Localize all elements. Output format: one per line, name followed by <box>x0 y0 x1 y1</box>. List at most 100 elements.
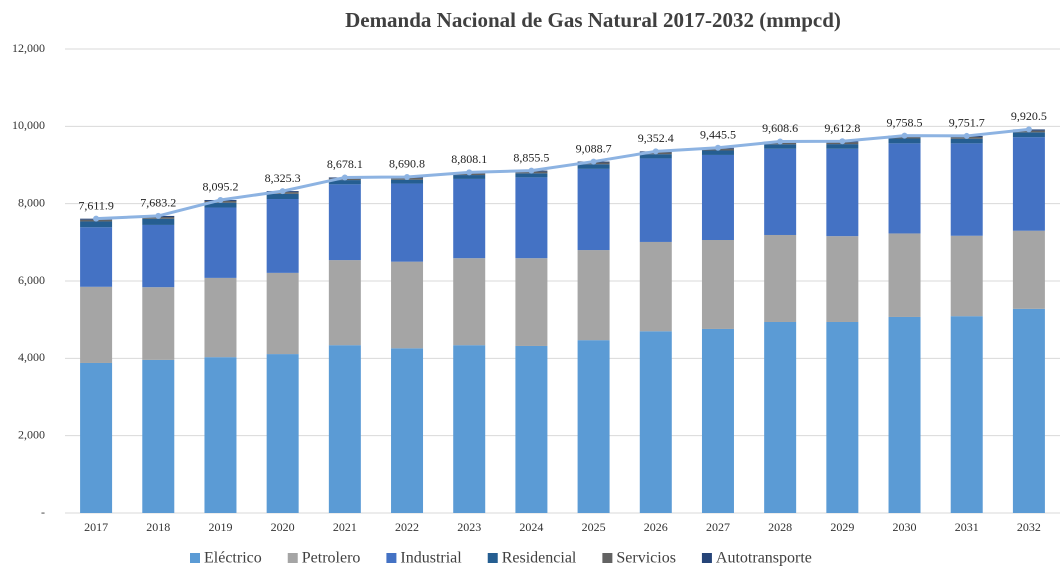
bar-segment <box>266 354 299 513</box>
bar-segment <box>577 340 610 513</box>
bar-segment <box>80 286 113 363</box>
y-tick-label: 2,000 <box>18 427 45 441</box>
bar-segment <box>826 321 859 513</box>
bar-segment <box>204 207 237 278</box>
total-point <box>341 174 348 181</box>
bar-segment <box>950 235 983 317</box>
bar-segment <box>328 184 361 261</box>
total-point <box>404 173 411 180</box>
x-tick-label: 2031 <box>955 520 979 534</box>
legend-marker <box>487 553 498 563</box>
data-label: 9,608.6 <box>762 121 798 135</box>
bar-segment <box>701 154 734 241</box>
x-tick-label: 2020 <box>271 520 295 534</box>
bar-segment <box>266 272 299 355</box>
total-point <box>714 144 721 151</box>
legend-label: Eléctrico <box>204 550 262 567</box>
data-label: 7,611.9 <box>78 198 114 212</box>
total-point <box>93 215 100 222</box>
bar-segment <box>701 240 734 329</box>
bar-segment <box>888 316 921 513</box>
data-label: 9,088.7 <box>576 141 612 155</box>
legend-label: Autotransporte <box>716 550 812 567</box>
bar-segment <box>266 199 299 273</box>
total-point <box>590 158 597 165</box>
bar-segment <box>80 227 113 287</box>
bar-segment <box>453 178 486 259</box>
data-label: 8,678.1 <box>327 157 363 171</box>
total-point <box>217 196 224 203</box>
y-tick-label: 8,000 <box>18 195 45 209</box>
legend-label: Residencial <box>502 550 577 567</box>
bar-segment <box>391 179 424 184</box>
bar-segment <box>453 175 486 179</box>
bar-segment <box>204 202 237 208</box>
data-label: 9,751.7 <box>949 116 985 130</box>
bar-segment <box>950 138 983 144</box>
total-point <box>1025 126 1032 133</box>
bar-segment <box>888 143 921 234</box>
bar-segment <box>515 177 548 259</box>
total-point <box>839 138 846 145</box>
legend-label: Industrial <box>400 550 462 567</box>
bar-segment <box>1012 230 1045 309</box>
bar-segment <box>826 236 859 322</box>
bar-segment <box>391 183 424 262</box>
bar-segment <box>204 357 237 513</box>
bar-segment <box>391 348 424 513</box>
x-tick-label: 2028 <box>768 520 792 534</box>
bar-segment <box>764 321 797 513</box>
bar-segment <box>701 328 734 513</box>
bar-segment <box>639 154 672 159</box>
bar-segment <box>142 287 175 360</box>
x-tick-label: 2017 <box>84 520 108 534</box>
bar-segment <box>80 221 113 228</box>
bar-segment <box>391 261 424 349</box>
data-label: 9,920.5 <box>1011 109 1047 123</box>
bar-segment <box>888 233 921 317</box>
x-tick-label: 2024 <box>519 520 543 534</box>
total-point <box>528 167 535 174</box>
y-tick-label: 12,000 <box>12 41 45 55</box>
data-label: 8,808.1 <box>451 152 487 166</box>
x-tick-label: 2019 <box>208 520 232 534</box>
total-point <box>777 138 784 145</box>
y-tick-label: 10,000 <box>12 118 45 132</box>
total-point <box>466 169 473 176</box>
x-tick-label: 2032 <box>1017 520 1041 534</box>
data-label: 8,325.3 <box>265 171 301 185</box>
data-label: 8,855.5 <box>513 150 549 164</box>
x-tick-label: 2022 <box>395 520 419 534</box>
bar-segment <box>453 345 486 513</box>
legend-marker <box>386 553 397 563</box>
x-tick-label: 2021 <box>333 520 357 534</box>
bar-segment <box>1012 137 1045 231</box>
bar-segment <box>515 258 548 346</box>
bar-segment <box>328 260 361 346</box>
x-tick-label: 2025 <box>582 520 606 534</box>
chart-title: Demanda Nacional de Gas Natural 2017-203… <box>345 8 841 32</box>
bar-segment <box>142 218 175 225</box>
total-point <box>901 132 908 139</box>
x-tick-label: 2029 <box>830 520 854 534</box>
legend-marker <box>701 553 712 563</box>
bar-segment <box>142 224 175 288</box>
data-label: 8,095.2 <box>202 180 238 194</box>
bar-segment <box>328 345 361 513</box>
bar-segment <box>639 158 672 242</box>
bar-segment <box>888 138 921 144</box>
total-point <box>155 212 162 219</box>
bar-segment <box>1012 132 1045 138</box>
bar-segment <box>764 234 797 322</box>
data-label: 9,758.5 <box>887 115 923 129</box>
y-tick-label: - <box>41 505 45 519</box>
x-tick-label: 2026 <box>644 520 668 534</box>
bar-segment <box>577 168 610 251</box>
bar-segment <box>577 164 610 169</box>
data-label: 7,683.2 <box>140 196 176 210</box>
data-label: 8,690.8 <box>389 157 425 171</box>
bar-segment <box>764 148 797 235</box>
bar-segment <box>515 173 548 178</box>
bar-segment <box>266 193 299 200</box>
bar-segment <box>80 362 113 513</box>
